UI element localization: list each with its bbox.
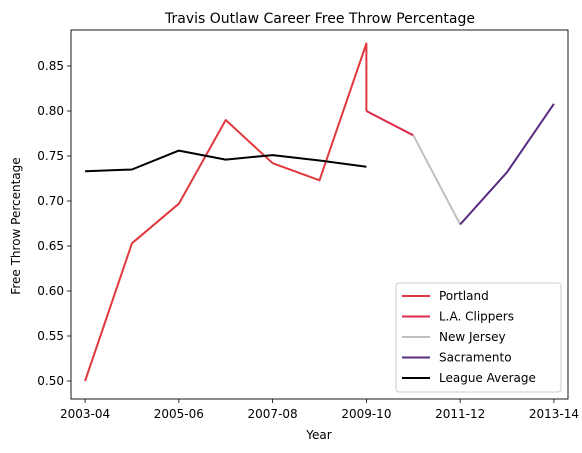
legend-label-2: New Jersey	[439, 330, 506, 344]
y-tick-label: 0.55	[37, 329, 64, 343]
y-tick-label: 0.70	[37, 194, 64, 208]
series-layer	[84, 42, 555, 382]
x-tick-label: 2007-08	[248, 407, 298, 421]
y-tick-label: 0.60	[37, 284, 64, 298]
series-line-1	[365, 110, 414, 137]
x-tick-label: 2003-04	[60, 407, 110, 421]
legend-label-3: Sacramento	[439, 351, 512, 365]
series-line-3	[459, 103, 555, 226]
x-tick-label: 2009-10	[341, 407, 391, 421]
y-tick-label: 0.65	[37, 239, 64, 253]
legend-box	[395, 282, 562, 393]
legend-label-0: Portland	[439, 289, 489, 303]
x-tick-label: 2013-14	[529, 407, 579, 421]
y-tick-label: 0.50	[37, 374, 64, 388]
y-axis: 0.50 0.55 0.60 0.65 0.70 0.75 0.80 0.85	[37, 59, 71, 388]
series-line-0	[84, 42, 368, 382]
chart-title: Travis Outlaw Career Free Throw Percenta…	[164, 11, 475, 27]
x-tick-label: 2005-06	[154, 407, 204, 421]
legend: Portland L.A. Clippers New Jersey Sacrament…	[395, 282, 562, 393]
x-axis-label: Year	[305, 428, 331, 442]
x-axis: 2003-04 2005-06 2007-08 2009-10 2011-12 2013-…	[60, 399, 579, 421]
plot-frame	[70, 29, 569, 400]
y-tick-label: 0.85	[37, 59, 64, 73]
x-tick-label: 2011-12	[435, 407, 485, 421]
legend-label-4: League Average	[439, 371, 536, 385]
y-axis-label: Free Throw Percentage	[9, 157, 23, 294]
legend-label-1: L.A. Clippers	[439, 310, 514, 324]
series-line-2	[412, 134, 462, 225]
series-line-4	[85, 149, 367, 173]
y-tick-label: 0.80	[37, 104, 64, 118]
y-tick-label: 0.75	[37, 149, 64, 163]
